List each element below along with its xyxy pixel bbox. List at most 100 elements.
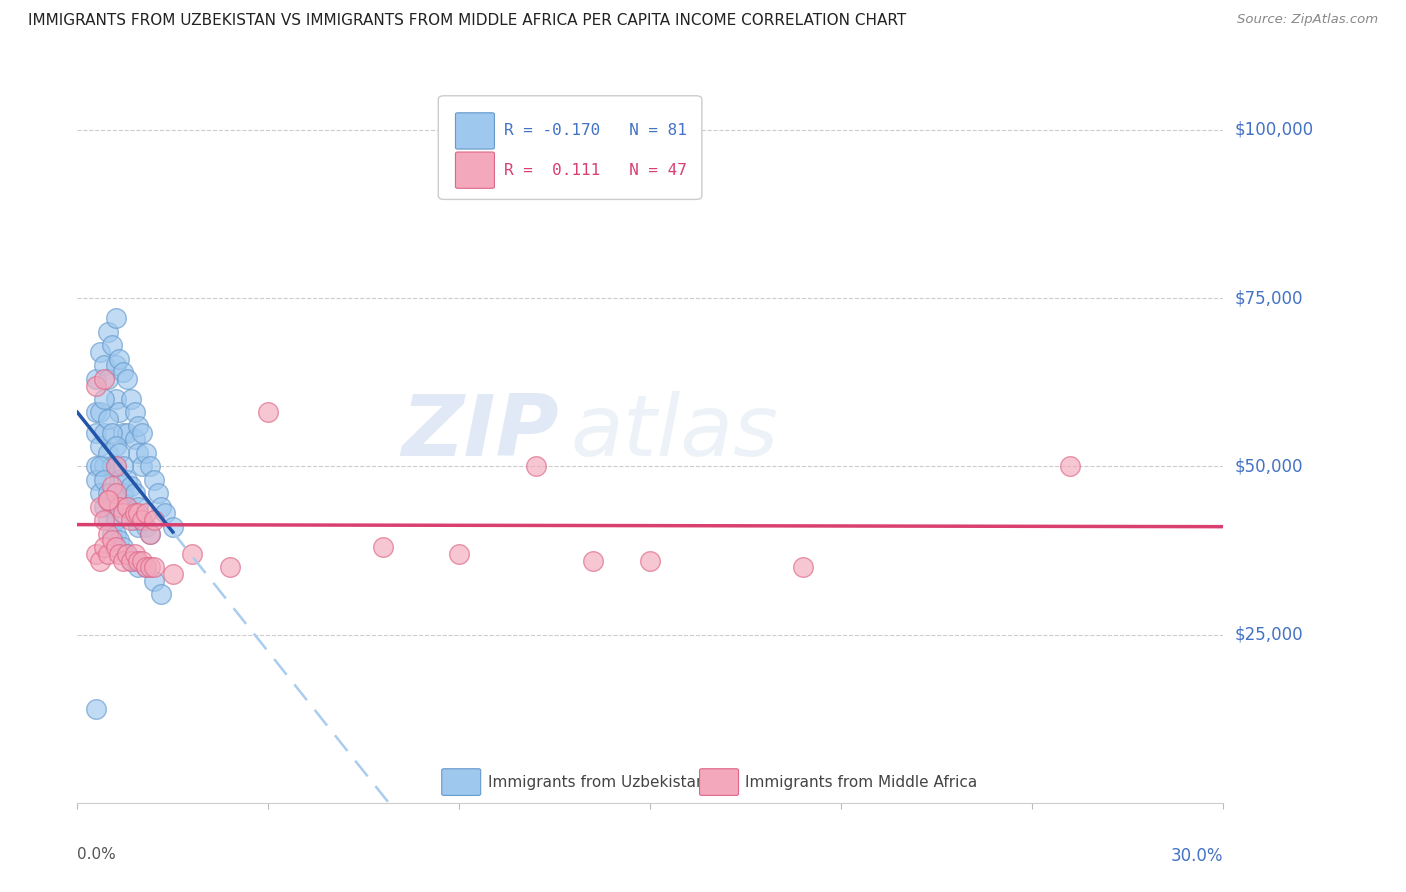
Text: $75,000: $75,000 xyxy=(1234,289,1303,307)
Point xyxy=(100,500,122,514)
Point xyxy=(108,405,131,419)
Point xyxy=(142,560,165,574)
Point xyxy=(100,338,122,352)
Point xyxy=(115,372,138,386)
Point xyxy=(97,372,120,386)
Point xyxy=(124,547,146,561)
Point xyxy=(104,513,127,527)
Point xyxy=(89,553,111,567)
Point xyxy=(112,486,135,500)
Point xyxy=(97,446,120,460)
Point xyxy=(124,553,146,567)
Point xyxy=(97,526,120,541)
Text: atlas: atlas xyxy=(569,391,778,475)
Point xyxy=(104,486,127,500)
Point xyxy=(135,507,157,521)
Point xyxy=(142,513,165,527)
Point xyxy=(89,439,111,453)
Point xyxy=(139,560,162,574)
Point xyxy=(115,500,138,514)
Text: IMMIGRANTS FROM UZBEKISTAN VS IMMIGRANTS FROM MIDDLE AFRICA PER CAPITA INCOME CO: IMMIGRANTS FROM UZBEKISTAN VS IMMIGRANTS… xyxy=(28,13,907,29)
Point xyxy=(162,566,184,581)
Point xyxy=(139,526,162,541)
Point xyxy=(104,540,127,554)
Point xyxy=(135,520,157,534)
Text: R =  0.111   N = 47: R = 0.111 N = 47 xyxy=(503,163,686,178)
Point xyxy=(86,405,108,419)
Point xyxy=(135,560,157,574)
Point xyxy=(139,526,162,541)
Point xyxy=(127,553,149,567)
Point xyxy=(93,392,115,406)
Point xyxy=(100,533,122,548)
Point xyxy=(120,479,142,493)
Point xyxy=(219,560,242,574)
Point xyxy=(93,513,115,527)
FancyBboxPatch shape xyxy=(700,769,738,796)
Point xyxy=(120,392,142,406)
Point xyxy=(100,486,122,500)
Point xyxy=(89,459,111,474)
Point xyxy=(89,486,111,500)
Point xyxy=(112,540,135,554)
Point xyxy=(127,520,149,534)
Point xyxy=(104,486,127,500)
Point xyxy=(120,553,142,567)
Point xyxy=(131,553,153,567)
Point xyxy=(86,547,108,561)
Point xyxy=(93,372,115,386)
Point xyxy=(131,459,153,474)
FancyBboxPatch shape xyxy=(439,95,702,200)
Text: 30.0%: 30.0% xyxy=(1171,847,1223,865)
FancyBboxPatch shape xyxy=(456,152,495,188)
Point xyxy=(524,459,547,474)
Text: Source: ZipAtlas.com: Source: ZipAtlas.com xyxy=(1237,13,1378,27)
Point xyxy=(124,507,146,521)
Point xyxy=(104,392,127,406)
FancyBboxPatch shape xyxy=(456,112,495,149)
Point xyxy=(640,553,662,567)
Point xyxy=(124,486,146,500)
Point xyxy=(120,507,142,521)
Point xyxy=(792,560,814,574)
Point xyxy=(449,547,471,561)
Point xyxy=(104,359,127,373)
Point xyxy=(97,325,120,339)
Point xyxy=(86,372,108,386)
Point xyxy=(131,513,153,527)
Point xyxy=(86,701,108,715)
Point xyxy=(100,459,122,474)
Point xyxy=(93,540,115,554)
Point xyxy=(135,560,157,574)
Point xyxy=(97,492,120,507)
Point xyxy=(86,378,108,392)
Point xyxy=(100,479,122,493)
Point xyxy=(97,486,120,500)
Point xyxy=(104,459,127,474)
Point xyxy=(131,425,153,440)
Point xyxy=(150,500,173,514)
Point xyxy=(112,365,135,379)
Point xyxy=(150,587,173,601)
Point xyxy=(139,459,162,474)
Text: $50,000: $50,000 xyxy=(1234,458,1303,475)
Point xyxy=(93,500,115,514)
Point xyxy=(124,513,146,527)
Point xyxy=(108,473,131,487)
Point xyxy=(142,574,165,588)
FancyBboxPatch shape xyxy=(441,769,481,796)
Text: 0.0%: 0.0% xyxy=(77,847,117,863)
Point xyxy=(97,412,120,426)
Point xyxy=(115,500,138,514)
Point xyxy=(89,405,111,419)
Text: $100,000: $100,000 xyxy=(1234,120,1313,139)
Point xyxy=(112,507,135,521)
Point xyxy=(104,439,127,453)
Point xyxy=(104,311,127,326)
Point xyxy=(120,553,142,567)
Point xyxy=(371,540,394,554)
Point xyxy=(127,507,149,521)
Point xyxy=(124,405,146,419)
Point xyxy=(120,513,142,527)
Point xyxy=(108,446,131,460)
